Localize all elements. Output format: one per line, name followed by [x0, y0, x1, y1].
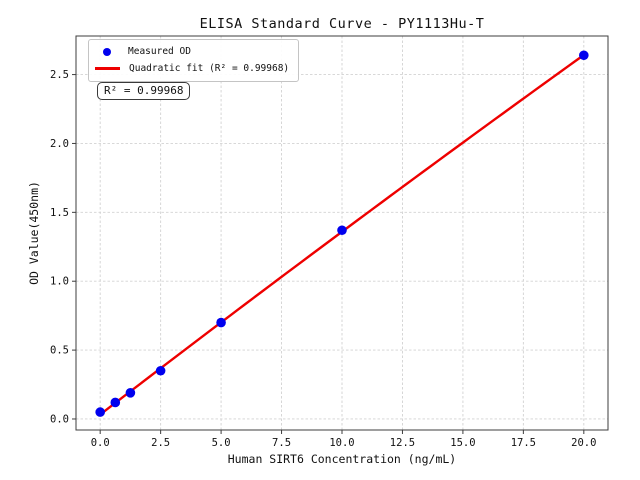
x-tick-label: 10.0 — [329, 437, 354, 449]
x-tick-label: 17.5 — [511, 437, 536, 449]
y-tick-label: 0.0 — [50, 413, 69, 425]
x-axis-label: Human SIRT6 Concentration (ng/mL) — [227, 452, 457, 466]
line-marker-icon — [95, 67, 120, 70]
x-tick-label: 0.0 — [91, 437, 110, 449]
y-axis-label: OD Value(450nm) — [27, 181, 41, 285]
legend-item-measured-od: Measured OD — [95, 45, 289, 58]
y-tick-label: 0.5 — [50, 345, 69, 357]
legend-item-quadratic-fit: Quadratic fit (R² = 0.99968) — [95, 62, 289, 75]
data-point — [337, 225, 347, 236]
y-tick-label: 1.5 — [50, 207, 69, 219]
data-point — [110, 397, 121, 408]
data-point — [155, 365, 166, 376]
chart-title: ELISA Standard Curve - PY1113Hu-T — [199, 16, 485, 32]
data-point — [95, 407, 105, 417]
y-tick-label: 2.5 — [50, 69, 69, 81]
data-point — [579, 50, 589, 61]
scatter-marker-icon — [103, 47, 111, 56]
x-tick-label: 20.0 — [571, 437, 596, 449]
legend: Measured OD Quadratic fit (R² = 0.99968) — [88, 39, 300, 82]
x-tick-label: 2.5 — [151, 437, 170, 449]
r-squared-annotation: R² = 0.99968 — [97, 82, 191, 100]
legend-label: Quadratic fit (R² = 0.99968) — [129, 63, 290, 74]
x-tick-label: 5.0 — [212, 437, 231, 449]
legend-label: Measured OD — [128, 46, 191, 57]
y-tick-label: 1.0 — [50, 276, 69, 288]
x-tick-label: 15.0 — [450, 437, 475, 449]
data-point — [216, 317, 226, 328]
y-tick-label: 2.0 — [50, 138, 69, 150]
data-point — [125, 388, 136, 398]
x-tick-label: 7.5 — [272, 437, 291, 449]
x-tick-label: 12.5 — [390, 437, 415, 449]
